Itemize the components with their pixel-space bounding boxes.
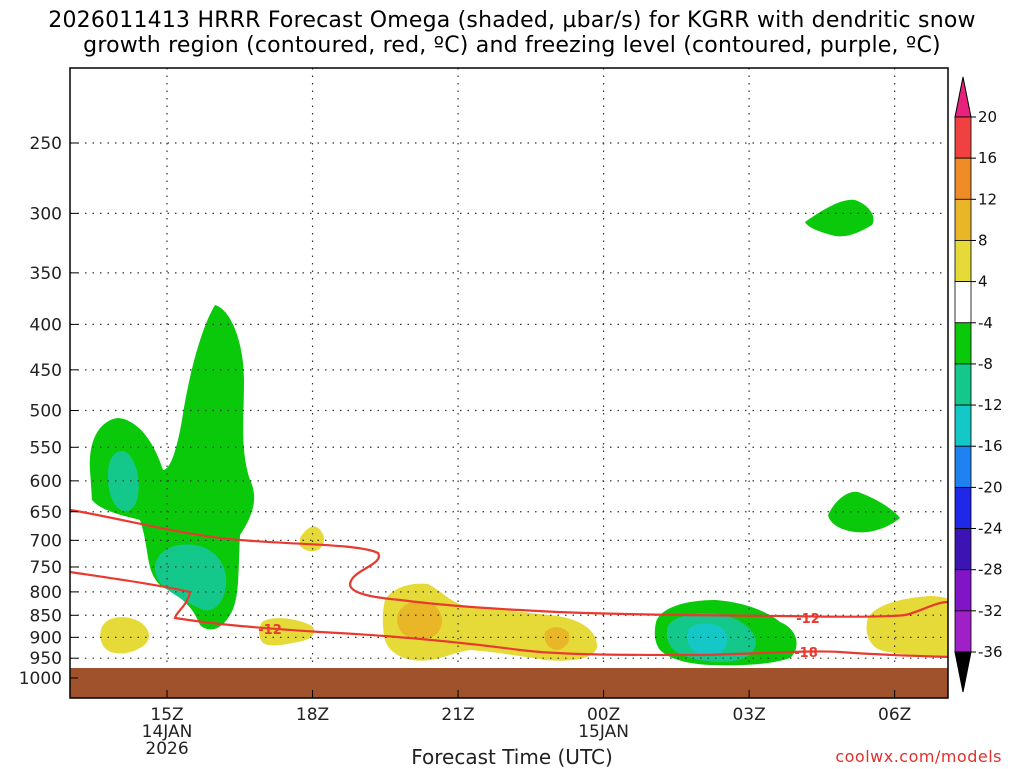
contour-label: -12	[796, 612, 820, 627]
colorbar-label: -16	[978, 437, 1003, 455]
x-tick-label: 06Z	[878, 705, 911, 725]
ground-surface	[70, 668, 948, 698]
omega-region-ascent-14z	[89, 305, 255, 630]
colorbar-label: -8	[978, 355, 993, 373]
colorbar-swatch	[954, 569, 972, 612]
omega-region-descent-17z-880	[259, 618, 315, 646]
grid	[70, 68, 948, 698]
plot-frame	[69, 67, 949, 699]
colorbar-swatch	[954, 528, 972, 571]
x-tick-label: 00Z	[587, 705, 620, 725]
plot-area: -12 -12 -18	[69, 67, 949, 699]
colorbar-label: -20	[978, 478, 1003, 496]
y-axis-pressure: 2503003504004505005506006507007508008509…	[19, 134, 78, 689]
colorbar-label: -32	[978, 602, 1003, 620]
contour-lower-boundary	[69, 570, 949, 659]
dendritic-growth-contours: -12 -12 -18	[69, 508, 949, 661]
contour-label: -18	[794, 646, 818, 661]
y-tick-label: 450	[30, 361, 62, 381]
chart-title-line2: growth region (contoured, red, ºC) and f…	[83, 33, 941, 58]
x-tick-label: 21Z	[441, 705, 474, 725]
colorbar-swatch	[954, 404, 972, 447]
colorbar-legend: 20 16 12 8 4 -4 -8 -12 -16 -20 -24 -28 -32 -36	[954, 76, 1003, 693]
omega-region-descent-06z-870	[866, 596, 948, 656]
y-tick-label: 1000	[19, 669, 62, 689]
colorbar-label: -28	[978, 561, 1003, 579]
y-tick-label: 400	[30, 315, 62, 335]
y-tick-label: 600	[30, 472, 62, 492]
colorbar-swatch	[954, 198, 972, 241]
chart-title-line1: 2026011413 HRRR Forecast Omega (shaded, …	[48, 8, 976, 33]
colorbar-swatch	[954, 281, 972, 324]
y-tick-label: 550	[30, 438, 62, 458]
y-tick-label: 350	[30, 264, 62, 284]
colorbar-label: -36	[978, 643, 1003, 661]
colorbar-label: 20	[978, 108, 997, 126]
y-tick-label: 300	[30, 204, 62, 224]
x-tick-label: 03Z	[732, 705, 765, 725]
colorbar-swatch	[954, 322, 972, 365]
colorbar-label: -12	[978, 396, 1003, 414]
omega-region-descent-22z-core	[544, 627, 570, 650]
colorbar-swatch	[954, 363, 972, 406]
y-tick-label: 250	[30, 134, 62, 154]
source-credit: coolwx.com/models	[835, 747, 1002, 766]
y-tick-label: 750	[30, 558, 62, 578]
omega-region-descent-20z-core	[397, 601, 443, 640]
colorbar-swatch	[954, 157, 972, 200]
colorbar-swatch	[954, 240, 972, 283]
x-tick-label: 15Z	[150, 705, 183, 725]
y-tick-label: 800	[30, 583, 62, 603]
omega-region-ascent-05z-650	[828, 491, 900, 533]
y-tick-label: 850	[30, 606, 62, 626]
x-tick-label: 2026	[145, 739, 188, 759]
y-tick-label: 700	[30, 531, 62, 551]
contour-labels: -12 -12 -18	[258, 612, 820, 661]
omega-region-descent-14z-890	[100, 617, 149, 654]
colorbar-swatch	[954, 445, 972, 488]
colorbar-label: 4	[978, 273, 988, 291]
omega-region-ascent-02z-max	[687, 623, 727, 656]
contour-upper-boundary	[69, 508, 949, 618]
y-tick-label: 650	[30, 503, 62, 523]
colorbar-min-triangle	[954, 651, 972, 693]
colorbar-label: -4	[978, 314, 993, 332]
colorbar-swatch	[954, 610, 972, 653]
x-tick-label: 14JAN	[142, 722, 193, 742]
contour-label: -12	[258, 623, 282, 638]
y-tick-label: 950	[30, 649, 62, 669]
y-tick-label: 900	[30, 628, 62, 648]
omega-region-ascent-05z-300	[805, 199, 874, 237]
colorbar-max-triangle	[954, 76, 972, 118]
colorbar-label: -24	[978, 520, 1003, 538]
colorbar-label: 8	[978, 231, 988, 249]
colorbar-swatch	[954, 116, 972, 159]
omega-region-core-15z-770	[154, 544, 227, 611]
x-tick-label: 18Z	[296, 705, 329, 725]
colorbar-label: 16	[978, 149, 997, 167]
x-axis-title: Forecast Time (UTC)	[411, 745, 613, 769]
colorbar-label: 12	[978, 190, 997, 208]
x-tick-label: 15JAN	[578, 722, 629, 742]
y-tick-label: 500	[30, 402, 62, 422]
colorbar-swatch	[954, 486, 972, 529]
